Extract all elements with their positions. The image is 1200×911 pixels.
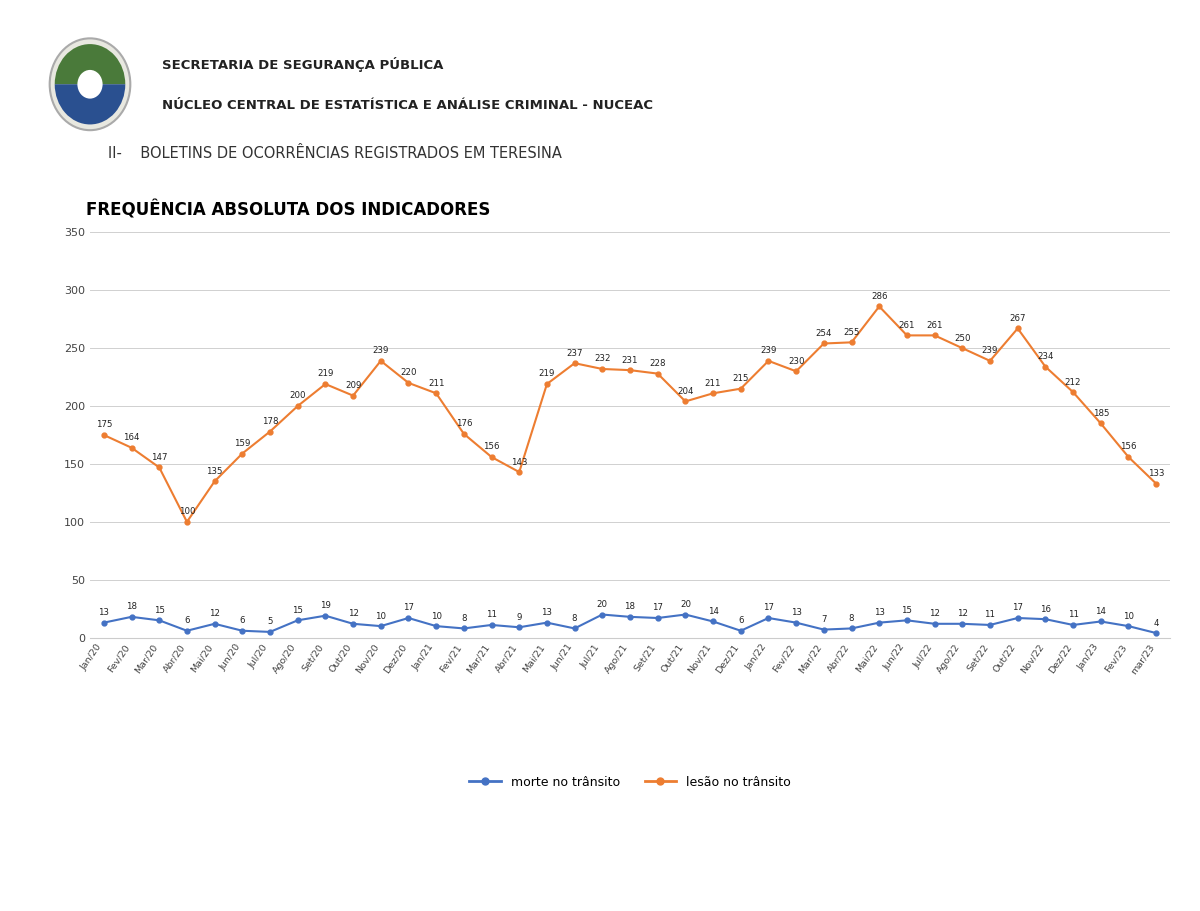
Text: 6: 6 [240, 616, 245, 625]
Text: 254: 254 [816, 329, 832, 338]
Text: 17: 17 [652, 603, 664, 612]
Text: 250: 250 [954, 333, 971, 343]
Text: 16: 16 [1040, 605, 1051, 614]
Text: 12: 12 [348, 609, 359, 619]
Text: 239: 239 [372, 346, 389, 355]
Wedge shape [55, 44, 125, 85]
Text: 18: 18 [126, 602, 137, 611]
Text: 133: 133 [1148, 469, 1164, 478]
Text: 11: 11 [984, 610, 996, 619]
Text: 15: 15 [154, 606, 164, 615]
Text: 18: 18 [624, 602, 636, 611]
Text: 156: 156 [1121, 443, 1136, 452]
Text: 219: 219 [539, 370, 556, 378]
Wedge shape [55, 85, 125, 125]
Text: 237: 237 [566, 349, 583, 358]
Text: 6: 6 [184, 616, 190, 625]
Text: 164: 164 [124, 434, 139, 442]
Text: 267: 267 [1009, 314, 1026, 322]
Text: 13: 13 [791, 608, 802, 617]
Text: 8: 8 [461, 614, 467, 623]
Text: 13: 13 [541, 608, 552, 617]
Text: 13: 13 [874, 608, 884, 617]
Text: 10: 10 [1123, 611, 1134, 620]
Text: 286: 286 [871, 292, 888, 301]
Text: 204: 204 [677, 387, 694, 396]
Text: 175: 175 [96, 421, 112, 429]
Text: 156: 156 [484, 443, 499, 452]
Text: 209: 209 [344, 381, 361, 390]
Text: 239: 239 [982, 346, 998, 355]
Text: 231: 231 [622, 355, 638, 364]
Text: 7: 7 [821, 615, 827, 624]
Legend: morte no trânsito, lesão no trânsito: morte no trânsito, lesão no trânsito [464, 771, 796, 793]
Text: 14: 14 [1096, 607, 1106, 616]
Text: 147: 147 [151, 453, 168, 462]
Text: 15: 15 [292, 606, 304, 615]
Text: 5: 5 [268, 618, 272, 627]
Text: 185: 185 [1092, 409, 1109, 418]
Text: 135: 135 [206, 466, 223, 476]
Text: II-    BOLETINS DE OCORRÊNCIAS REGISTRADOS EM TERESINA: II- BOLETINS DE OCORRÊNCIAS REGISTRADOS … [108, 146, 562, 160]
Text: 178: 178 [262, 417, 278, 426]
Text: 8: 8 [572, 614, 577, 623]
Text: 10: 10 [431, 611, 442, 620]
Text: 212: 212 [1064, 377, 1081, 386]
Text: SECRETARIA DE SEGURANÇA PÚBLICA: SECRETARIA DE SEGURANÇA PÚBLICA [162, 57, 443, 72]
Text: NÚCLEO CENTRAL DE ESTATÍSTICA E ANÁLISE CRIMINAL - NUCEAC: NÚCLEO CENTRAL DE ESTATÍSTICA E ANÁLISE … [162, 99, 653, 112]
Text: 159: 159 [234, 439, 251, 448]
Text: 9: 9 [516, 613, 522, 621]
Text: 14: 14 [708, 607, 719, 616]
Text: 17: 17 [763, 603, 774, 612]
Text: 11: 11 [1068, 610, 1079, 619]
Text: 234: 234 [1037, 353, 1054, 361]
Text: 19: 19 [320, 601, 331, 610]
Text: 10: 10 [376, 611, 386, 620]
Text: 8: 8 [848, 614, 854, 623]
Text: 15: 15 [901, 606, 912, 615]
Text: 20: 20 [680, 600, 691, 609]
Text: 255: 255 [844, 328, 859, 337]
Text: 6: 6 [738, 616, 744, 625]
Circle shape [78, 70, 103, 98]
Text: 13: 13 [98, 608, 109, 617]
Text: 219: 219 [317, 370, 334, 378]
Text: 143: 143 [511, 457, 528, 466]
Text: 17: 17 [403, 603, 414, 612]
Text: 12: 12 [956, 609, 968, 619]
Text: 211: 211 [428, 379, 444, 388]
Text: 228: 228 [649, 359, 666, 368]
Text: 17: 17 [1012, 603, 1024, 612]
Text: FREQUÊNCIA ABSOLUTA DOS INDICADORES: FREQUÊNCIA ABSOLUTA DOS INDICADORES [86, 200, 491, 220]
Text: 12: 12 [209, 609, 220, 619]
Circle shape [49, 38, 131, 130]
Text: 176: 176 [456, 419, 472, 428]
Text: 239: 239 [761, 346, 776, 355]
Text: 211: 211 [704, 379, 721, 388]
Text: 100: 100 [179, 507, 196, 517]
Text: 12: 12 [929, 609, 940, 619]
Text: 20: 20 [596, 600, 608, 609]
Text: 11: 11 [486, 610, 497, 619]
Text: 4: 4 [1153, 619, 1159, 628]
Text: 261: 261 [899, 321, 916, 330]
Text: 220: 220 [401, 368, 416, 377]
Text: 230: 230 [788, 357, 804, 365]
Text: 215: 215 [732, 374, 749, 384]
Text: 232: 232 [594, 354, 611, 363]
Text: 261: 261 [926, 321, 943, 330]
Text: 200: 200 [289, 392, 306, 401]
